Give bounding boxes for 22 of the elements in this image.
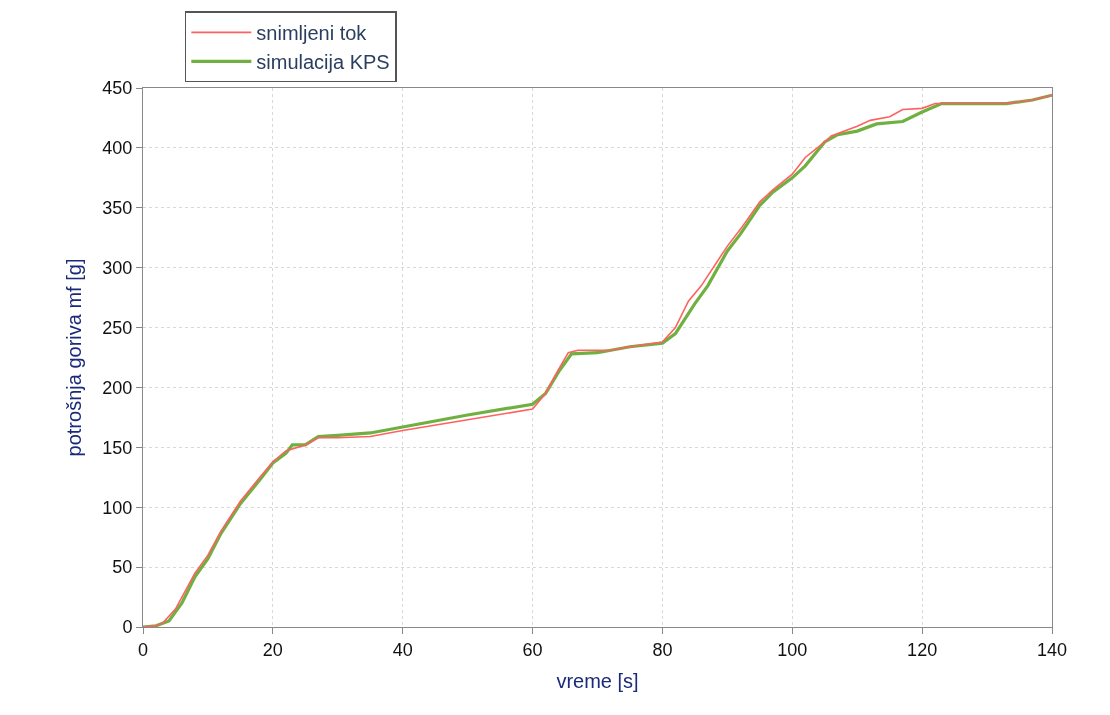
x-tick-label: 80 — [652, 639, 673, 660]
x-tick-label: 140 — [1036, 639, 1068, 660]
y-tick-label: 250 — [102, 317, 133, 338]
y-tick-label: 450 — [102, 78, 133, 99]
y-tick-label: 300 — [102, 257, 133, 278]
x-axis-title: vreme [s] — [556, 670, 639, 693]
y-tick-label: 50 — [112, 557, 133, 578]
y-tick-label: 100 — [102, 497, 133, 518]
y-tick-label: 0 — [122, 617, 133, 638]
x-tick-label: 60 — [522, 639, 543, 660]
x-tick-label: 20 — [262, 639, 283, 660]
legend-label: snimljeni tok — [256, 22, 368, 45]
y-axis-title: potrošnja goriva mf [g] — [62, 258, 85, 457]
y-tick-label: 400 — [102, 138, 133, 159]
legend-label: simulacija KPS — [256, 51, 390, 74]
y-tick-label: 150 — [102, 437, 133, 458]
y-tick-label: 350 — [102, 198, 133, 219]
y-tick-label: 200 — [102, 377, 133, 398]
x-tick-label: 120 — [907, 639, 938, 660]
x-tick-label: 0 — [137, 639, 149, 660]
x-tick-label: 100 — [777, 639, 808, 660]
x-tick-label: 40 — [392, 639, 413, 660]
